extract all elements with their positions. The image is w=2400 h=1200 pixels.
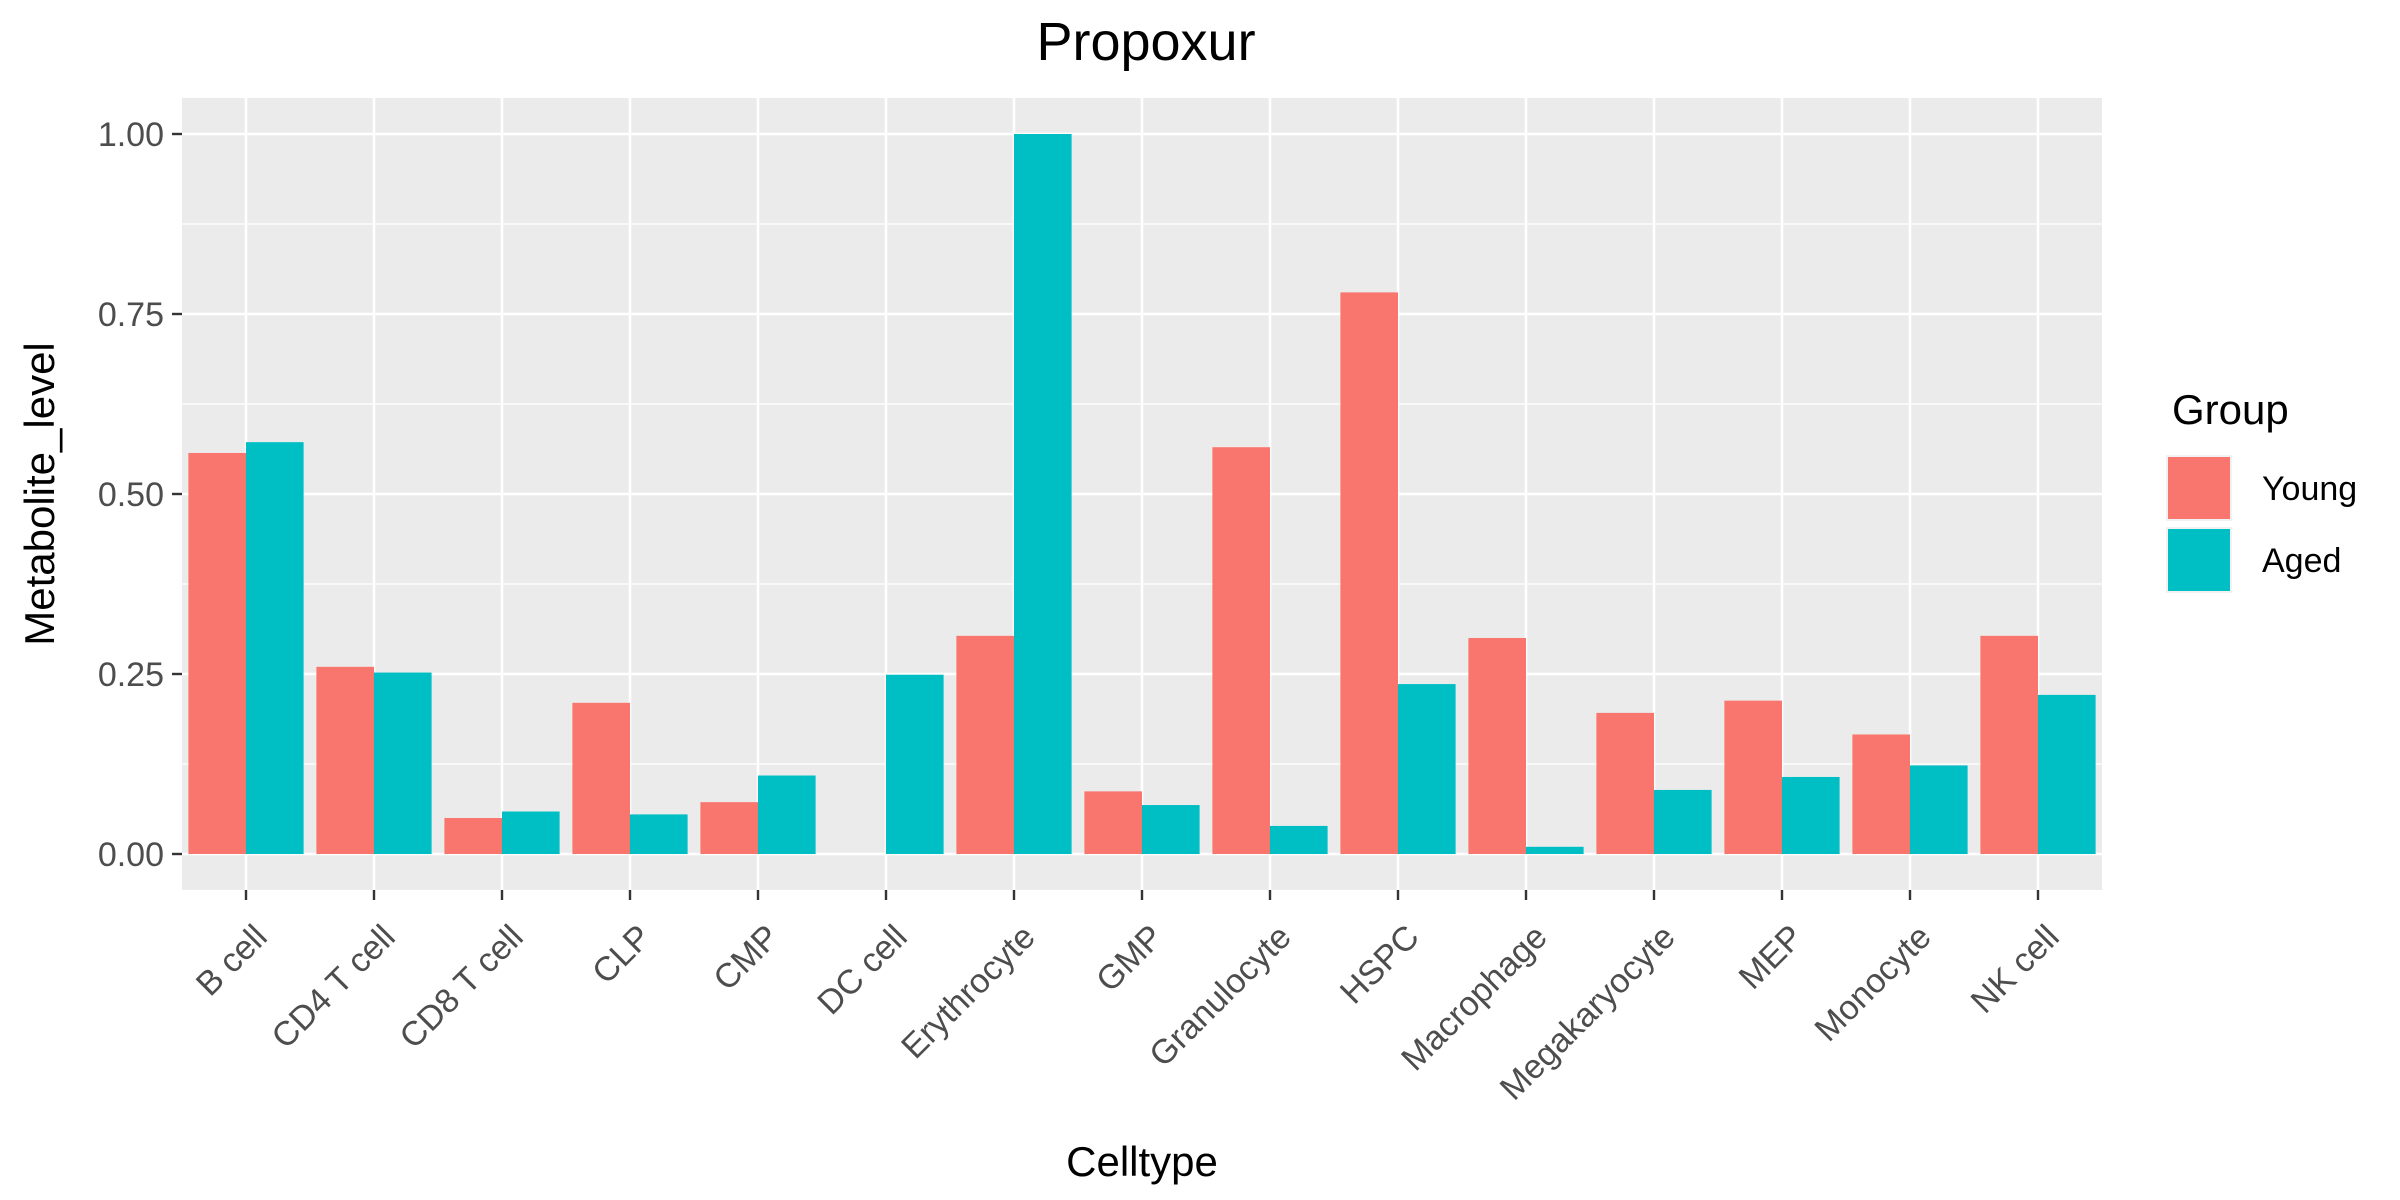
y-axis-label: Metabolite_level bbox=[16, 342, 63, 646]
bar-aged bbox=[630, 814, 688, 854]
legend-title: Group bbox=[2172, 386, 2289, 433]
x-tick-label: Erythrocyte bbox=[894, 918, 1042, 1066]
x-tick-label: NK cell bbox=[1964, 918, 2067, 1021]
bar-young bbox=[444, 818, 502, 854]
x-tick-label: GMP bbox=[1089, 918, 1171, 1000]
x-tick-label: CLP bbox=[585, 918, 659, 992]
y-tick-label: 0.50 bbox=[98, 476, 164, 514]
bar-young bbox=[700, 802, 758, 854]
y-axis: 0.00 0.25 0.50 0.75 1.00 bbox=[98, 116, 182, 874]
x-tick-label: CD4 T cell bbox=[264, 918, 402, 1056]
bar-young bbox=[1980, 635, 2038, 854]
bar-aged bbox=[1014, 134, 1072, 854]
bar-aged bbox=[1910, 765, 1968, 854]
bar-aged bbox=[502, 811, 560, 854]
bar-young bbox=[316, 666, 374, 854]
bar-aged bbox=[1654, 789, 1712, 854]
x-tick-label: DC cell bbox=[810, 918, 914, 1022]
y-tick-label: 1.00 bbox=[98, 116, 164, 154]
bars bbox=[188, 134, 2096, 854]
legend-label-young: Young bbox=[2262, 470, 2357, 508]
bar-young bbox=[1084, 791, 1142, 854]
bar-young bbox=[1724, 700, 1782, 854]
bar-young bbox=[956, 635, 1014, 854]
bar-aged bbox=[1270, 825, 1328, 854]
bar-aged bbox=[374, 672, 432, 854]
chart-title: Propoxur bbox=[1036, 12, 1255, 72]
bar-young bbox=[188, 452, 246, 854]
bar-aged bbox=[2038, 694, 2096, 854]
legend-swatch-aged bbox=[2168, 529, 2230, 591]
x-tick-label: MEP bbox=[1732, 918, 1811, 997]
bar-young bbox=[1468, 638, 1526, 854]
bar-young bbox=[1340, 292, 1398, 854]
x-tick-label: B cell bbox=[189, 918, 275, 1004]
bar-young bbox=[1596, 712, 1654, 854]
y-tick-label: 0.00 bbox=[98, 836, 164, 874]
x-tick-label: Monocyte bbox=[1808, 918, 1939, 1049]
bar-young bbox=[1852, 734, 1910, 854]
bar-aged bbox=[1142, 805, 1200, 854]
x-tick-label: CD8 T cell bbox=[392, 918, 530, 1056]
bar-aged bbox=[1526, 846, 1584, 854]
bar-aged bbox=[1782, 776, 1840, 854]
bar-young bbox=[572, 702, 630, 854]
legend-swatch-young bbox=[2168, 457, 2230, 519]
x-axis-label: Celltype bbox=[1066, 1138, 1218, 1185]
legend-label-aged: Aged bbox=[2262, 542, 2341, 580]
bar-aged bbox=[886, 674, 944, 854]
bar-aged bbox=[246, 442, 304, 854]
y-tick-label: 0.25 bbox=[98, 656, 164, 694]
bar-young bbox=[1212, 447, 1270, 854]
x-tick-label: CMP bbox=[706, 918, 786, 998]
legend: Group Young Aged bbox=[2166, 386, 2357, 593]
bar-aged bbox=[1398, 684, 1456, 854]
bar-aged bbox=[758, 775, 816, 854]
x-tick-label: HSPC bbox=[1333, 918, 1427, 1012]
y-tick-label: 0.75 bbox=[98, 296, 164, 334]
